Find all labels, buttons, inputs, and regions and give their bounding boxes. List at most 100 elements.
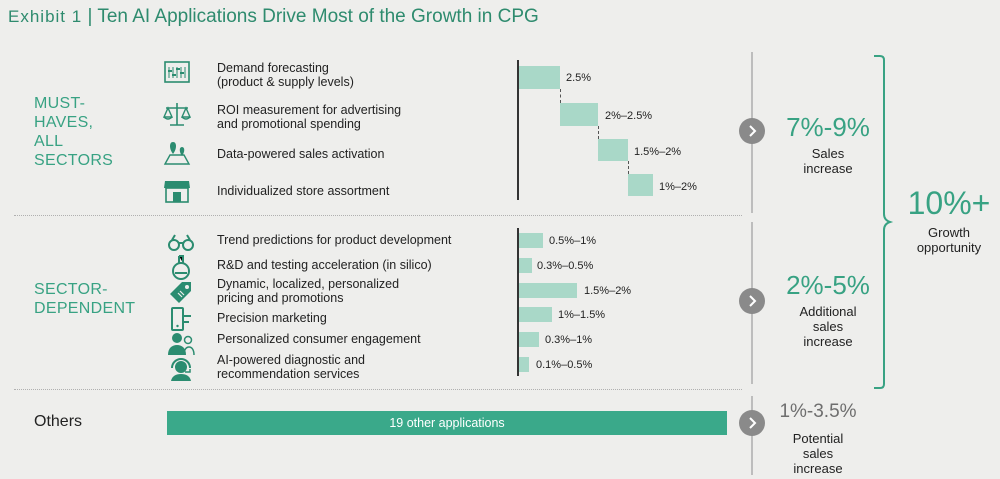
bar-precision-marketing [519, 307, 552, 322]
app-label-line: pricing and promotions [217, 291, 344, 305]
sector-dependent-summary-text: Additional sales increase [772, 304, 884, 349]
bar-rnd-testing [519, 258, 532, 273]
app-label-roi-measurement: ROI measurement for advertising and prom… [217, 103, 401, 131]
app-label-line: ROI measurement for advertising [217, 103, 402, 117]
app-label-line: (product & supply levels) [217, 75, 354, 89]
must-haves-summary: 7%-9% Sales increase [772, 112, 884, 176]
others-summary-value: 1%-3.5% [779, 401, 857, 422]
app-label-line: Demand forecasting [217, 61, 329, 75]
value-label-diagnostic-services: 0.1%–0.5% [536, 359, 593, 371]
summary-line: sales [812, 319, 844, 334]
headset-icon [166, 354, 196, 384]
title-separator: | [87, 6, 93, 27]
app-label-line: Dynamic, localized, personalized [217, 277, 400, 291]
bar-sales-activation [598, 139, 628, 161]
app-label-dynamic-pricing: Dynamic, localized, personalized pricing… [217, 277, 399, 305]
sector-dependent-line: DEPENDENT [34, 300, 136, 317]
total-line: opportunity [916, 240, 982, 255]
sector-dependent-summary: 2%-5% Additional sales increase [772, 270, 884, 349]
page-title: Exhibit 1 | Ten AI Applications Drive Mo… [8, 6, 539, 28]
others-bar-label: 19 other applications [389, 416, 505, 430]
value-label-precision-marketing: 1%–1.5% [558, 309, 606, 321]
app-label-consumer-engagement: Personalized consumer engagement [217, 332, 421, 346]
others-label: Others [34, 413, 83, 430]
must-haves-label: MUST- HAVES, ALL SECTORS [34, 94, 113, 170]
summary-line: increase [793, 461, 843, 476]
total-bracket [874, 55, 894, 389]
sector-dependent-summary-value: 2%-5% [786, 270, 870, 300]
sector-dependent-label: SECTOR- DEPENDENT [34, 280, 135, 318]
bar-store-assortment [628, 174, 653, 196]
app-label-line: Personalized consumer engagement [217, 332, 421, 346]
bar-consumer-engagement [519, 332, 539, 347]
others-bar: 19 other applications [167, 411, 727, 435]
chevron-right-icon [739, 410, 765, 436]
bar-dynamic-pricing [519, 283, 577, 298]
total-text: Growth opportunity [898, 225, 1000, 255]
total-value: 10%+ [907, 185, 991, 221]
must-haves-line: ALL [34, 133, 64, 150]
store-icon [162, 176, 192, 206]
summary-line: Potential [792, 431, 844, 446]
must-haves-line: HAVES, [34, 114, 94, 131]
app-label-demand-forecasting: Demand forecasting (product & supply lev… [217, 61, 354, 89]
others-summary: 1%-3.5% Potential sales increase [762, 401, 874, 476]
app-label-line: AI-powered diagnostic and [217, 353, 366, 367]
scales-icon [162, 100, 192, 130]
app-label-line: Trend predictions for product developmen… [217, 233, 452, 247]
binoculars-icon [166, 228, 196, 258]
value-label-rnd-testing: 0.3%–0.5% [537, 260, 594, 272]
must-haves-line: SECTORS [34, 152, 114, 169]
value-label-roi-measurement: 2%–2.5% [605, 110, 653, 122]
app-label-line: and promotional spending [217, 117, 361, 131]
app-label-precision-marketing: Precision marketing [217, 311, 327, 325]
must-haves-axis [517, 60, 519, 200]
sector-dependent-line: SECTOR- [34, 281, 108, 298]
section-divider [14, 389, 742, 390]
value-label-sales-activation: 1.5%–2% [634, 146, 682, 158]
mobile-target-icon [166, 304, 196, 334]
waterfall-connector [560, 89, 561, 103]
app-label-rnd-testing: R&D and testing acceleration (in silico) [217, 258, 432, 272]
app-label-line: R&D and testing acceleration (in silico) [217, 258, 432, 272]
app-label-store-assortment: Individualized store assortment [217, 184, 389, 198]
value-label-dynamic-pricing: 1.5%–2% [584, 285, 632, 297]
waterfall-connector [598, 126, 599, 139]
app-label-sales-activation: Data-powered sales activation [217, 147, 384, 161]
others-summary-text: Potential sales increase [762, 431, 874, 476]
bar-trend-predictions [519, 233, 543, 248]
flask-icon [166, 252, 196, 282]
summary-line: increase [803, 334, 853, 349]
total-line: Growth [928, 225, 970, 240]
section-divider [14, 215, 742, 216]
app-label-line: Precision marketing [217, 311, 327, 325]
bar-diagnostic-services [519, 357, 529, 372]
must-haves-line: MUST- [34, 95, 86, 112]
people-icon [166, 328, 196, 358]
total-summary: 10%+ Growth opportunity [898, 185, 1000, 255]
bar-roi-measurement [560, 103, 598, 126]
app-label-line: recommendation services [217, 367, 360, 381]
value-label-trend-predictions: 0.5%–1% [549, 235, 597, 247]
map-pin-icon [162, 138, 192, 168]
waterfall-connector [628, 161, 629, 174]
chevron-right-icon [739, 118, 765, 144]
bar-demand-forecasting [519, 66, 560, 89]
must-haves-summary-value: 7%-9% [786, 112, 870, 142]
summary-line: increase [803, 161, 853, 176]
price-tag-icon [166, 278, 196, 308]
value-label-consumer-engagement: 0.3%–1% [545, 334, 593, 346]
summary-line: Sales [811, 146, 845, 161]
sector-dependent-axis [517, 228, 519, 376]
title-text: Ten AI Applications Drive Most of the Gr… [97, 6, 539, 27]
app-label-line: Individualized store assortment [217, 184, 390, 198]
app-label-trend-predictions: Trend predictions for product developmen… [217, 233, 451, 247]
must-haves-summary-text: Sales increase [772, 146, 884, 176]
summary-line: sales [802, 446, 834, 461]
exhibit-label: Exhibit 1 [8, 7, 83, 26]
app-label-diagnostic-services: AI-powered diagnostic and recommendation… [217, 353, 365, 381]
summary-line: Additional [799, 304, 857, 319]
dashboard-icon [162, 58, 192, 88]
chevron-right-icon [739, 288, 765, 314]
value-label-store-assortment: 1%–2% [659, 181, 697, 193]
